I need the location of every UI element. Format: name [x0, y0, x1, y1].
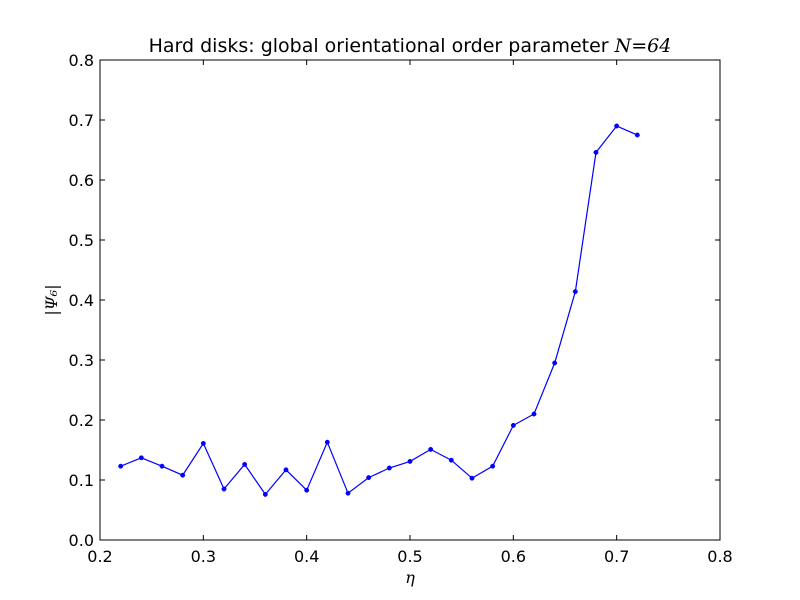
data-point: [428, 446, 434, 452]
data-point: [366, 475, 372, 481]
chart-title-math: N=64: [614, 35, 672, 57]
axis-ticks: 0.2 0.3 0.4 0.5 0.6 0.7 0.8 0.0 0.1 0.2 0.3 0.4 0.5 0…: [69, 51, 733, 566]
data-point: [159, 463, 165, 469]
data-point: [262, 491, 268, 497]
x-tick-label: 0.6: [501, 547, 526, 566]
data-point: [324, 439, 330, 445]
data-point: [614, 123, 620, 129]
y-tick-label: 0.8: [69, 51, 94, 70]
y-tick-label: 0.3: [69, 351, 94, 370]
data-point: [304, 487, 310, 493]
chart-title: Hard disks: global orientational order p…: [149, 35, 672, 57]
y-tick-label: 0.7: [69, 111, 94, 130]
data-point: [386, 465, 392, 471]
x-axis-label: η: [405, 568, 415, 587]
data-point: [118, 463, 124, 469]
y-tick-label: 0.4: [69, 291, 94, 310]
plot-frame: [99, 59, 721, 541]
y-tick-label: 0.2: [69, 411, 94, 430]
data-point: [283, 467, 289, 473]
data-point: [345, 490, 351, 496]
x-tick-label: 0.4: [294, 547, 319, 566]
y-axis-label: |Ψ₆|: [42, 284, 61, 315]
data-point: [180, 472, 186, 478]
data-point: [200, 440, 206, 446]
data-point: [510, 422, 516, 428]
data-point: [572, 289, 578, 295]
data-series: [118, 123, 640, 497]
data-point: [552, 360, 558, 366]
data-point: [407, 458, 413, 464]
y-tick-label: 0.0: [69, 531, 94, 550]
x-tick-label: 0.8: [707, 547, 732, 566]
data-point: [490, 463, 496, 469]
x-tick-label: 0.3: [191, 547, 216, 566]
data-point: [531, 411, 537, 417]
data-point: [469, 475, 475, 481]
x-tick-label: 0.5: [397, 547, 422, 566]
data-point: [138, 455, 144, 461]
x-tick-label: 0.2: [87, 547, 112, 566]
data-point: [448, 457, 454, 463]
x-tick-label: 0.7: [604, 547, 629, 566]
chart-title-text: Hard disks: global orientational order p…: [149, 35, 615, 57]
y-tick-label: 0.6: [69, 171, 94, 190]
y-tick-label: 0.5: [69, 231, 94, 250]
y-tick-label: 0.1: [69, 471, 94, 490]
data-point: [634, 132, 640, 138]
series-line: [120, 125, 638, 496]
data-point: [221, 486, 227, 492]
data-point: [242, 461, 248, 467]
data-point: [593, 149, 599, 155]
